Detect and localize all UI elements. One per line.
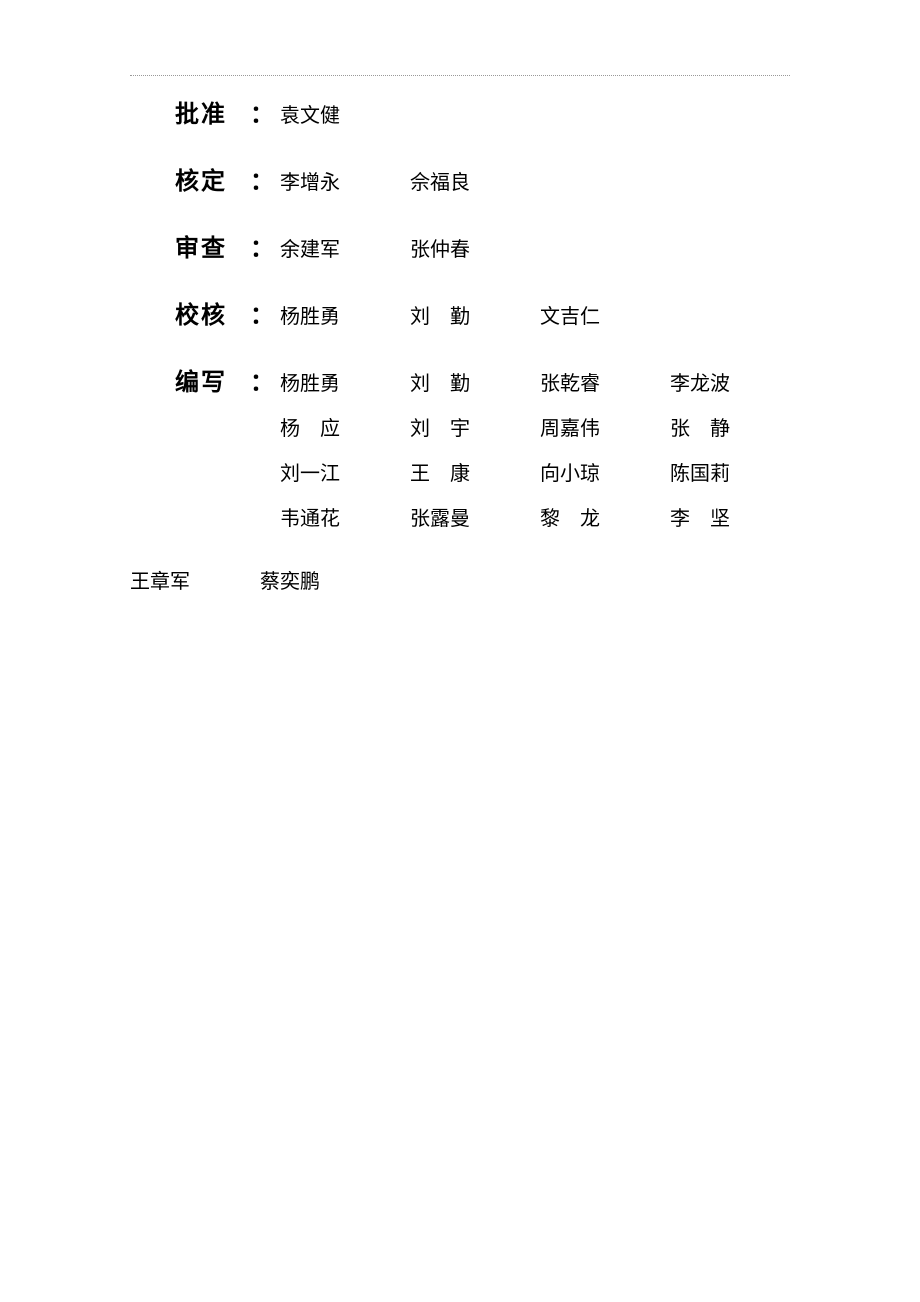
name-text: 向小琼 <box>540 457 670 486</box>
check-label: 校核 <box>175 295 250 330</box>
colon: ： <box>250 161 274 196</box>
approve-names: 袁文健 <box>280 99 410 128</box>
review-row: 审查 ： 余建军 张仲春 <box>130 228 790 263</box>
name-text: 李 坚 <box>670 502 800 531</box>
name-text: 杨 应 <box>280 412 410 441</box>
name-text: 刘一江 <box>280 457 410 486</box>
check-names: 杨胜勇 刘 勤 文吉仁 <box>280 300 670 329</box>
name-text: 韦通花 <box>280 502 410 531</box>
write-line: 韦通花 张露曼 黎 龙 李 坚 <box>280 502 800 531</box>
review-label: 审查 <box>175 228 250 263</box>
top-border <box>130 75 790 76</box>
name-text: 文吉仁 <box>540 300 670 329</box>
ratify-label: 核定 <box>175 161 250 196</box>
name-text: 张露曼 <box>410 502 540 531</box>
name-text: 佘福良 <box>410 166 540 195</box>
name-text: 黎 龙 <box>540 502 670 531</box>
review-names: 余建军 张仲春 <box>280 233 540 262</box>
document-page: 批准 ： 袁文健 核定 ： 李增永 佘福良 审查 ： 余建军 张仲春 校核 ： … <box>0 0 920 594</box>
name-text: 张仲春 <box>410 233 540 262</box>
name-text: 袁文健 <box>280 99 410 128</box>
write-line: 杨 应 刘 宇 周嘉伟 张 静 <box>280 412 800 441</box>
colon: ： <box>250 362 274 397</box>
write-label: 编写 <box>175 362 250 397</box>
ratify-names: 李增永 佘福良 <box>280 166 540 195</box>
write-header: 编写 ： 杨胜勇 刘 勤 张乾睿 李龙波 杨 应 刘 宇 周嘉伟 张 静 刘一江… <box>175 362 790 547</box>
name-text: 李增永 <box>280 166 410 195</box>
name-text: 王 康 <box>410 457 540 486</box>
write-line: 刘一江 王 康 向小琼 陈国莉 <box>280 457 800 486</box>
write-line: 杨胜勇 刘 勤 张乾睿 李龙波 <box>280 367 800 396</box>
name-text: 杨胜勇 <box>280 367 410 396</box>
name-text: 刘 宇 <box>410 412 540 441</box>
name-text: 王章军 <box>130 565 260 594</box>
colon: ： <box>250 295 274 330</box>
name-text: 张乾睿 <box>540 367 670 396</box>
write-section: 编写 ： 杨胜勇 刘 勤 张乾睿 李龙波 杨 应 刘 宇 周嘉伟 张 静 刘一江… <box>130 362 790 547</box>
name-text: 杨胜勇 <box>280 300 410 329</box>
name-text: 张 静 <box>670 412 800 441</box>
check-row: 校核 ： 杨胜勇 刘 勤 文吉仁 <box>130 295 790 330</box>
write-final-line: 王章军 蔡奕鹏 <box>130 565 790 594</box>
name-text: 刘 勤 <box>410 300 540 329</box>
approve-row: 批准 ： 袁文健 <box>130 94 790 129</box>
name-text: 余建军 <box>280 233 410 262</box>
colon: ： <box>250 94 274 129</box>
name-text: 周嘉伟 <box>540 412 670 441</box>
name-text: 刘 勤 <box>410 367 540 396</box>
write-names-grid: 杨胜勇 刘 勤 张乾睿 李龙波 杨 应 刘 宇 周嘉伟 张 静 刘一江 王 康 … <box>280 367 800 547</box>
approve-label: 批准 <box>175 94 250 129</box>
name-text: 陈国莉 <box>670 457 800 486</box>
colon: ： <box>250 228 274 263</box>
name-text: 李龙波 <box>670 367 800 396</box>
ratify-row: 核定 ： 李增永 佘福良 <box>130 161 790 196</box>
name-text: 蔡奕鹏 <box>260 565 390 594</box>
